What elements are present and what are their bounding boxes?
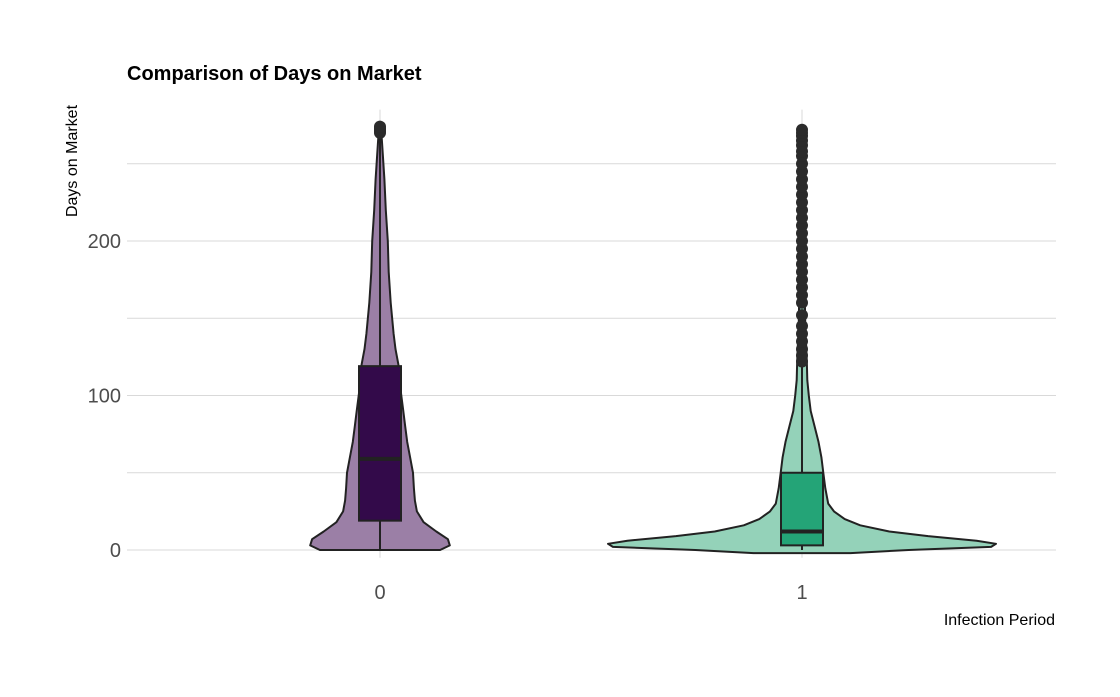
chart-title: Comparison of Days on Market bbox=[127, 63, 422, 85]
y-tick-label-200: 200 bbox=[88, 231, 121, 253]
violins bbox=[309, 128, 997, 555]
x-tick-label-0: 0 bbox=[374, 582, 385, 604]
box-0 bbox=[358, 365, 402, 522]
box-1 bbox=[780, 471, 824, 547]
boxplots bbox=[358, 129, 824, 550]
y-axis-label: Days on Market bbox=[64, 104, 81, 217]
outlier-points bbox=[374, 120, 808, 368]
y-axis-ticks: 0 100 200 bbox=[88, 231, 121, 562]
outlier-1-6 bbox=[796, 309, 808, 322]
outlier-1-32 bbox=[796, 123, 808, 136]
grid-lines bbox=[127, 109, 1056, 558]
y-tick-label-100: 100 bbox=[88, 386, 121, 408]
outlier-0-4 bbox=[374, 120, 386, 133]
y-tick-label-0: 0 bbox=[110, 540, 121, 562]
outlier-1-5 bbox=[796, 319, 808, 332]
x-tick-label-1: 1 bbox=[796, 582, 807, 604]
x-axis-label: Infection Period bbox=[944, 612, 1055, 629]
